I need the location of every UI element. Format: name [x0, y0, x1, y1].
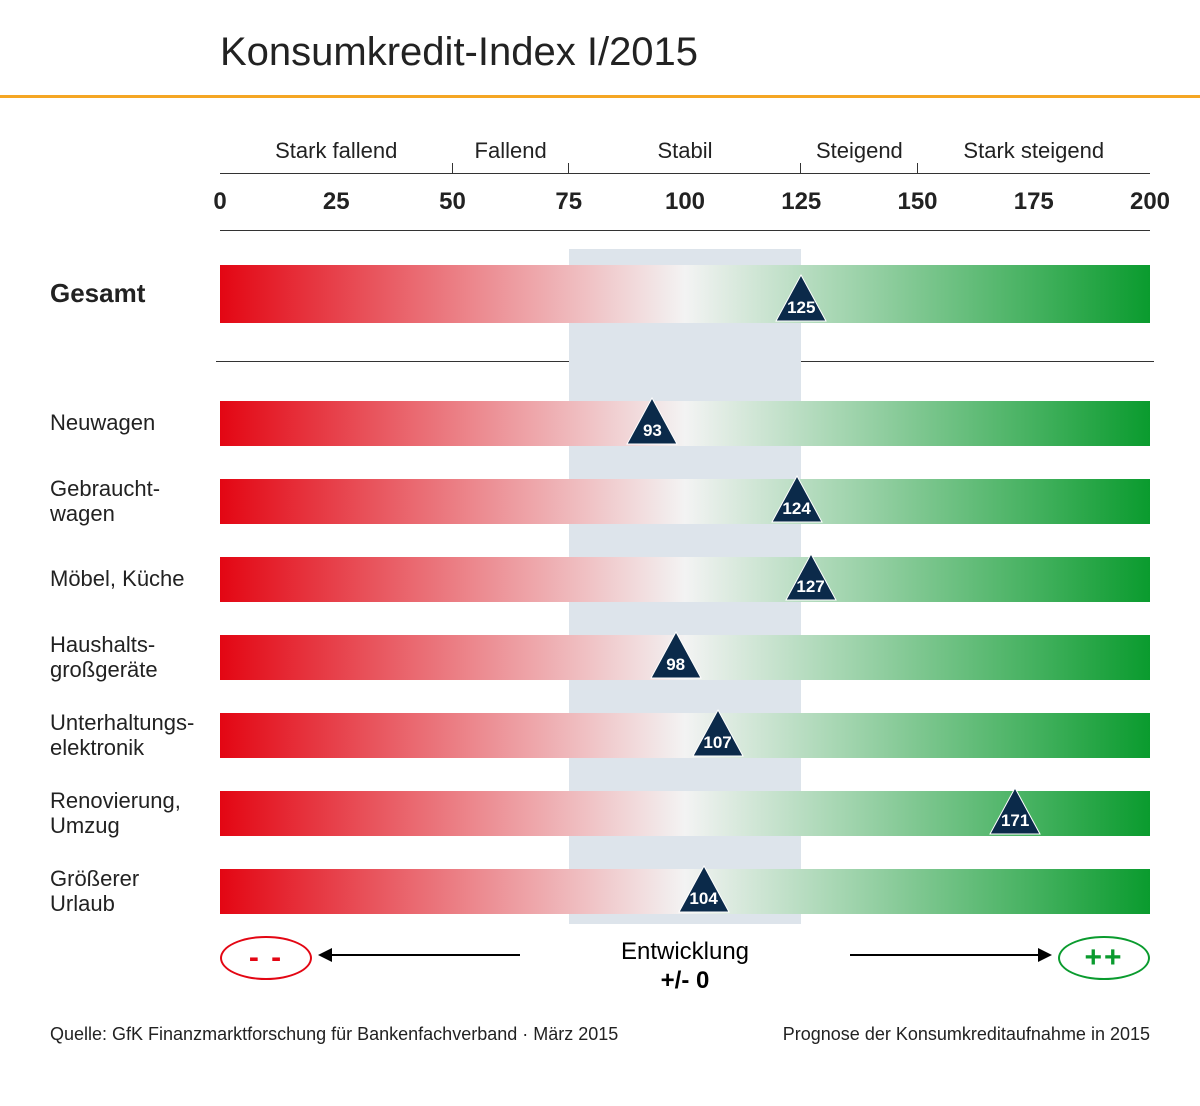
- row-label: Neuwagen: [50, 410, 220, 435]
- value-marker: 98: [649, 630, 703, 680]
- scale-bands: Stark fallendFallendStabilSteigendStark …: [220, 138, 1150, 174]
- value-marker: 93: [625, 396, 679, 446]
- title-rule: [0, 95, 1200, 98]
- center-label: Entwicklung +/- 0: [621, 938, 749, 996]
- value-marker: 125: [774, 273, 828, 323]
- bar-track: 93: [220, 401, 1150, 446]
- total-row: Gesamt 125: [220, 249, 1150, 339]
- chart-container: Konsumkredit-Index I/2015 Stark fallendF…: [0, 0, 1200, 1065]
- row-label: Gebraucht-wagen: [50, 476, 220, 527]
- gradient-bar: [220, 479, 1150, 524]
- category-row: Haushalts-großgeräte 98: [220, 624, 1150, 690]
- bar-track: 98: [220, 635, 1150, 680]
- value-marker: 124: [770, 474, 824, 524]
- negative-ellipse: - -: [220, 936, 312, 980]
- arrow-left: [330, 954, 520, 956]
- positive-ellipse: ++: [1058, 936, 1150, 980]
- category-row: Möbel, Küche 127: [220, 546, 1150, 612]
- bar-track: 104: [220, 869, 1150, 914]
- value-marker: 107: [691, 708, 745, 758]
- bar-track: 107: [220, 713, 1150, 758]
- bar-track: 127: [220, 557, 1150, 602]
- gradient-bar: [220, 265, 1150, 323]
- chart-area: Stark fallendFallendStabilSteigendStark …: [50, 138, 1150, 1006]
- category-row: Renovierung,Umzug 171: [220, 780, 1150, 846]
- scale-band: Stabil: [569, 138, 802, 174]
- category-row: Unterhaltungs-elektronik 107: [220, 702, 1150, 768]
- center-top: Entwicklung: [621, 938, 749, 967]
- value-marker: 104: [677, 864, 731, 914]
- source-row: Quelle: GfK Finanzmarktforschung für Ban…: [50, 1024, 1150, 1045]
- value-marker: 127: [784, 552, 838, 602]
- row-label: Haushalts-großgeräte: [50, 632, 220, 683]
- center-bottom: +/- 0: [621, 967, 749, 996]
- scale-band: Stark fallend: [220, 138, 453, 174]
- category-row: Gebraucht-wagen 124: [220, 468, 1150, 534]
- chart-title: Konsumkredit-Index I/2015: [220, 30, 1150, 75]
- footer-row: - - Entwicklung +/- 0 ++: [220, 936, 1150, 1006]
- category-row: GrößererUrlaub 104: [220, 858, 1150, 924]
- scale-band: Fallend: [453, 138, 569, 174]
- row-label: Gesamt: [50, 279, 220, 309]
- row-label: Möbel, Küche: [50, 566, 220, 591]
- gradient-bar: [220, 713, 1150, 758]
- gradient-bar: [220, 557, 1150, 602]
- row-label: GrößererUrlaub: [50, 866, 220, 917]
- category-row: Neuwagen 93: [220, 390, 1150, 456]
- bar-track: 171: [220, 791, 1150, 836]
- scale-band: Steigend: [801, 138, 917, 174]
- value-marker: 171: [988, 786, 1042, 836]
- source-left: Quelle: GfK Finanzmarktforschung für Ban…: [50, 1024, 618, 1045]
- row-label: Unterhaltungs-elektronik: [50, 710, 220, 761]
- bar-track: 125: [220, 265, 1150, 323]
- scale-band: Stark steigend: [918, 138, 1151, 174]
- bar-track: 124: [220, 479, 1150, 524]
- row-label: Renovierung,Umzug: [50, 788, 220, 839]
- scale-ticks: 0255075100125150175200: [220, 188, 1150, 231]
- arrow-right: [850, 954, 1040, 956]
- gradient-bar: [220, 401, 1150, 446]
- source-right: Prognose der Konsumkreditaufnahme in 201…: [783, 1024, 1150, 1045]
- bars-region: Gesamt 125 Neuwagen 93 Gebraucht-wagen 124…: [220, 249, 1150, 924]
